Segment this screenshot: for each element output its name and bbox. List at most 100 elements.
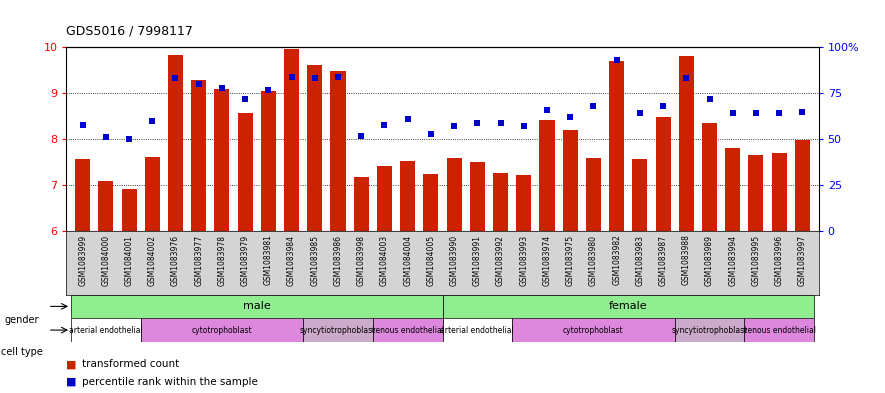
Point: [726, 110, 740, 117]
Bar: [304, 318, 373, 342]
Bar: [214, 88, 229, 231]
Text: venous endothelial: venous endothelial: [743, 325, 816, 334]
Point: [284, 73, 298, 80]
Point: [424, 130, 438, 137]
Text: GSM1083983: GSM1083983: [635, 235, 644, 286]
Text: GSM1083986: GSM1083986: [334, 235, 342, 286]
Text: GSM1083994: GSM1083994: [728, 235, 737, 286]
Point: [610, 57, 624, 63]
Text: transformed count: transformed count: [82, 360, 180, 369]
Bar: [493, 173, 508, 231]
Text: GSM1083976: GSM1083976: [171, 235, 180, 286]
Text: arterial endothelial: arterial endothelial: [69, 325, 142, 334]
Point: [447, 123, 461, 130]
Bar: [540, 120, 555, 231]
Text: GSM1083974: GSM1083974: [543, 235, 551, 286]
Text: arterial endothelial: arterial endothelial: [441, 325, 514, 334]
Text: GSM1083984: GSM1083984: [287, 235, 296, 286]
Text: GSM1084003: GSM1084003: [380, 235, 389, 286]
Bar: [442, 294, 814, 318]
Bar: [447, 158, 462, 231]
Point: [145, 118, 159, 124]
Text: GSM1083995: GSM1083995: [751, 235, 760, 286]
Bar: [702, 123, 717, 231]
Bar: [512, 318, 674, 342]
Text: GSM1084005: GSM1084005: [427, 235, 435, 286]
Point: [354, 132, 368, 139]
Text: GSM1083987: GSM1083987: [658, 235, 667, 286]
Point: [192, 81, 206, 87]
Bar: [307, 65, 322, 231]
Point: [703, 95, 717, 102]
Bar: [442, 318, 512, 342]
Point: [261, 86, 275, 93]
Point: [540, 107, 554, 113]
Text: GSM1083993: GSM1083993: [519, 235, 528, 286]
Point: [494, 119, 508, 126]
Text: cell type: cell type: [1, 347, 42, 357]
Text: GSM1083990: GSM1083990: [450, 235, 458, 286]
Text: GSM1083978: GSM1083978: [218, 235, 227, 286]
Text: GSM1084002: GSM1084002: [148, 235, 157, 286]
Bar: [772, 152, 787, 231]
Text: GSM1083992: GSM1083992: [496, 235, 505, 286]
Text: cytotrophoblast: cytotrophoblast: [563, 325, 624, 334]
Point: [377, 121, 391, 128]
Bar: [377, 166, 392, 231]
Text: GSM1083982: GSM1083982: [612, 235, 621, 285]
Text: GSM1083998: GSM1083998: [357, 235, 366, 286]
Text: GSM1084004: GSM1084004: [404, 235, 412, 286]
Point: [168, 75, 182, 82]
Point: [331, 73, 345, 80]
Text: GSM1083975: GSM1083975: [566, 235, 574, 286]
Text: venous endothelial: venous endothelial: [371, 325, 444, 334]
Text: GSM1083977: GSM1083977: [194, 235, 204, 286]
Point: [796, 108, 810, 115]
Point: [563, 114, 577, 120]
Point: [587, 103, 601, 109]
Text: GSM1084000: GSM1084000: [102, 235, 111, 286]
Bar: [141, 318, 304, 342]
Point: [656, 103, 670, 109]
Point: [401, 116, 415, 122]
Text: GDS5016 / 7998117: GDS5016 / 7998117: [66, 24, 193, 37]
Point: [470, 119, 484, 126]
Text: GSM1084001: GSM1084001: [125, 235, 134, 286]
Point: [122, 136, 136, 142]
Point: [633, 110, 647, 117]
Bar: [121, 189, 136, 231]
Bar: [563, 130, 578, 231]
Text: GSM1083999: GSM1083999: [78, 235, 87, 286]
Text: male: male: [242, 301, 271, 311]
Bar: [609, 61, 624, 231]
Bar: [795, 140, 810, 231]
Bar: [749, 155, 764, 231]
Bar: [679, 56, 694, 231]
Point: [749, 110, 763, 117]
Bar: [400, 161, 415, 231]
Bar: [237, 112, 253, 231]
Bar: [71, 318, 141, 342]
Bar: [98, 181, 113, 231]
Bar: [516, 175, 531, 231]
Text: GSM1083985: GSM1083985: [311, 235, 319, 286]
Bar: [168, 55, 183, 231]
Bar: [674, 318, 744, 342]
Text: ■: ■: [66, 377, 77, 387]
Bar: [354, 178, 369, 231]
Point: [238, 95, 252, 102]
Point: [308, 75, 322, 82]
Text: ■: ■: [66, 360, 77, 369]
Bar: [373, 318, 442, 342]
Bar: [75, 159, 90, 231]
Bar: [423, 174, 438, 231]
Bar: [71, 294, 442, 318]
Point: [215, 84, 229, 91]
Bar: [145, 157, 160, 231]
Text: GSM1083991: GSM1083991: [473, 235, 481, 286]
Point: [75, 121, 89, 128]
Bar: [470, 162, 485, 231]
Text: GSM1083997: GSM1083997: [798, 235, 807, 286]
Text: percentile rank within the sample: percentile rank within the sample: [82, 377, 258, 387]
Bar: [330, 71, 345, 231]
